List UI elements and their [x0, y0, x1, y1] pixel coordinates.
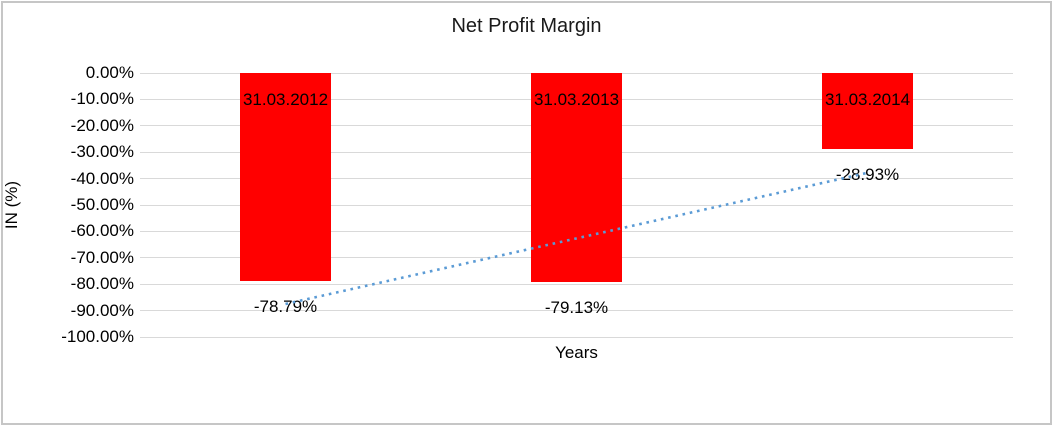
x-axis-title: Years	[555, 343, 598, 362]
y-tick-label: -100.00%	[61, 327, 134, 346]
y-tick-label: 0.00%	[85, 63, 134, 82]
y-tick-label: -40.00%	[70, 168, 134, 188]
y-tick-label: -90.00%	[70, 300, 134, 320]
y-tick-label: -60.00%	[70, 221, 134, 241]
gridline	[140, 310, 1013, 312]
y-tick-label: -10.00%	[70, 89, 134, 109]
y-tick-label: -80.00%	[70, 274, 134, 294]
gridline	[140, 283, 1013, 285]
bar-category-label: 31.03.2013	[533, 90, 620, 109]
bar-category-label: 31.03.2012	[242, 90, 329, 109]
bar-value-label: -78.79%	[253, 297, 318, 316]
bar-category-label: 31.03.2014	[824, 90, 911, 109]
y-tick-label: -70.00%	[70, 247, 134, 267]
y-tick-label: -20.00%	[70, 115, 134, 135]
gridline	[140, 336, 1013, 338]
chart-title: Net Profit Margin	[451, 15, 602, 37]
y-tick-label: -50.00%	[70, 195, 134, 214]
bar-value-label: -28.93%	[835, 165, 900, 185]
bar-value-label: -79.13%	[544, 297, 609, 317]
y-tick-label: -30.00%	[70, 142, 134, 162]
bar	[822, 73, 913, 150]
